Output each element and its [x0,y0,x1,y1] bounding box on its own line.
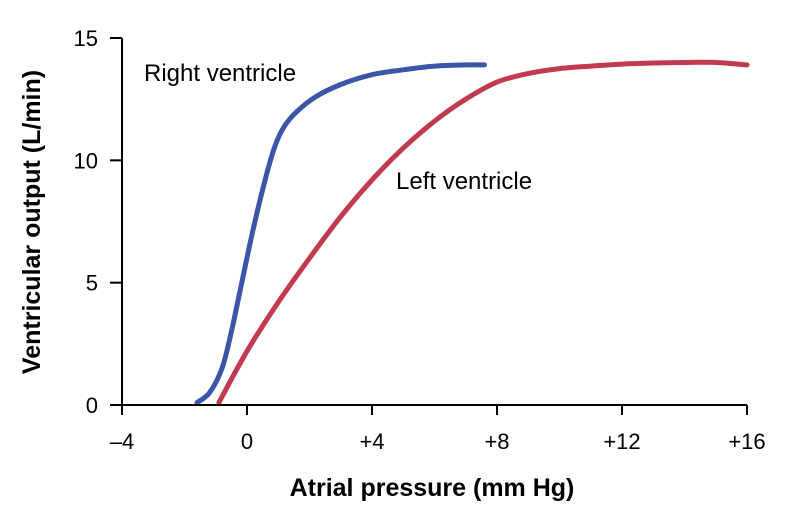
right-ventricle-curve [194,62,487,406]
right-ventricle-label: Right ventricle [144,60,296,87]
left-ventricle-curve [216,59,750,406]
y-tick-label: 5 [86,271,98,296]
x-axis-title: Atrial pressure (mm Hg) [290,474,575,502]
y-tick-label: 0 [86,393,98,418]
left-ventricle-label: Left ventricle [396,168,532,195]
x-tick-label: +4 [359,429,384,454]
x-tick-label: 0 [241,429,253,454]
y-axis-title: Ventricular output (L/min) [18,70,46,374]
x-tick-label: +16 [728,429,765,454]
x-tick-label: –4 [110,429,134,454]
plot-area [194,59,750,406]
y-tick-label: 10 [74,148,98,173]
y-tick-label: 15 [74,26,98,51]
axes: –4 0 +4 +8 +12 +16 0 5 10 15 [74,26,766,454]
x-tick-label: +12 [603,429,640,454]
x-tick-label: +8 [484,429,509,454]
labels: Atrial pressure (mm Hg) Ventricular outp… [18,60,574,502]
